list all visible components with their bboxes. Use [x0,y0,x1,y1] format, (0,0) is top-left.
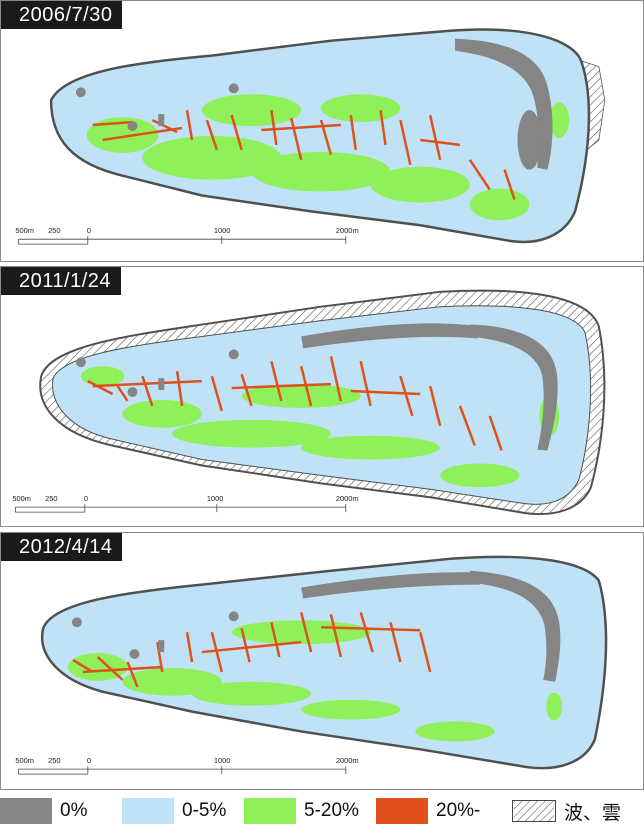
coral-cover-0-zones [75,38,553,170]
legend-swatch-green [244,798,296,824]
scale-label: 500m [15,756,34,765]
scale-bar [17,236,347,245]
scale-label: 1000 [214,226,231,235]
reef-map: 500m 250 0 1000 2000m [15,28,606,245]
coral-cover-20plus-zones [92,109,516,200]
scale-label: 0 [87,756,91,765]
scale-label: 0 [84,494,88,503]
scale-label: 250 [45,494,57,503]
scale-label: 0 [87,226,91,235]
legend-swatch-hatch [512,800,556,822]
date-label: 2006/7/30 [1,1,123,29]
scale-label: 1000 [207,494,224,503]
legend-label: 波、雲 [564,802,622,824]
coral-cover-5-20-zones [80,366,560,488]
legend-label: 20%- [436,800,481,821]
scale-label: 500m [15,226,34,235]
map-panel-2011: 2011/1/24 [0,266,644,527]
scale-label: 250 [48,756,60,765]
scale-label: 2000m [336,494,359,503]
coral-cover-0-zones [75,323,558,451]
scale-label: 2000m [336,756,359,765]
map-panel-2006: 2006/7/30 [0,0,644,262]
reef-outline [40,555,608,770]
legend: 0% 0-5% 5-20% 20%- 波、雲 [0,792,644,834]
reef-map: 500m 250 0 1000 2000m [15,555,608,775]
legend-item-0-percent: 0% [0,797,87,825]
legend-swatch-orange [376,798,428,824]
legend-swatch-light-blue [122,798,174,824]
scale-label: 250 [48,226,60,235]
legend-label: 0% [60,800,88,821]
legend-item-5-20-percent: 5-20% [244,797,359,825]
scale-bar [14,504,347,513]
scale-label: 1000 [214,756,231,765]
legend-swatch-gray [0,798,52,824]
map-panel-2012: 2012/4/14 [0,532,644,790]
scale-bar [17,766,347,775]
legend-item-20-plus-percent: 20%- [376,797,480,825]
date-label: 2011/1/24 [1,267,121,295]
scale-label: 2000m [336,226,359,235]
legend-label: 0-5% [182,800,227,821]
coral-cover-0-zones [71,570,561,682]
coral-cover-20plus-zones [87,356,503,451]
scale-label: 500m [12,494,31,503]
coral-cover-20plus-zones [72,612,432,688]
legend-item-0-5-percent: 0-5% [122,797,226,825]
reef-map: 500m 250 0 1000 2000m [12,289,606,516]
legend-label: 5-20% [304,800,359,821]
legend-item-wave-cloud: 波、雲 [512,797,621,825]
date-label: 2012/4/14 [1,533,123,561]
